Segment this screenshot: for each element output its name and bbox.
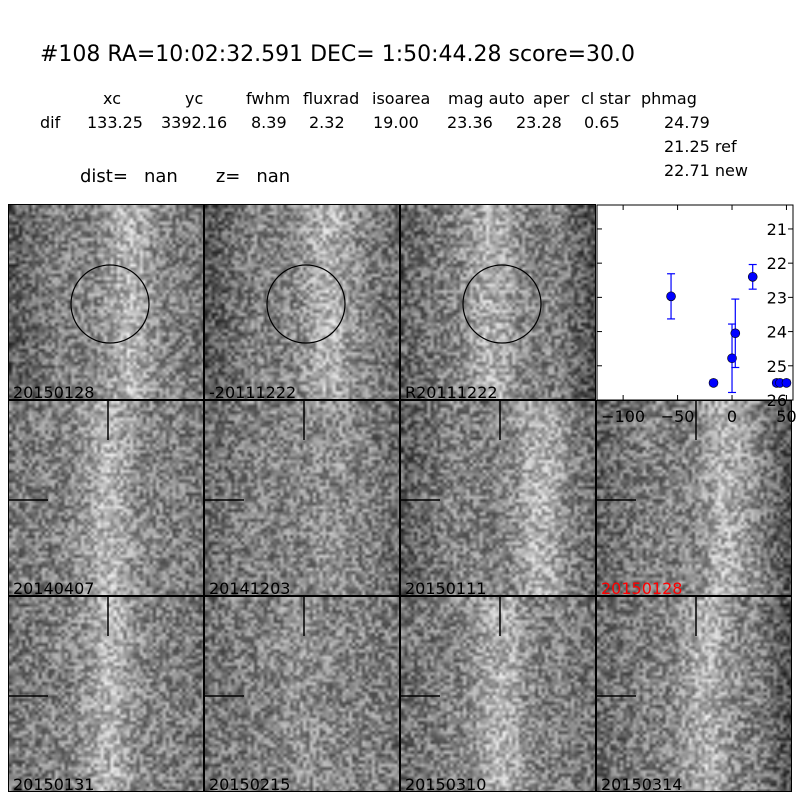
candidate-title: #108 RA=10:02:32.591 DEC= 1:50:44.28 sco… xyxy=(40,42,635,67)
stamp-date-label: 20141203 xyxy=(209,579,290,596)
val-yc: 3392.16 xyxy=(161,113,227,132)
image-stamp: 20141203 xyxy=(204,400,400,596)
val-xc: 133.25 xyxy=(87,113,143,132)
col-isoarea: isoarea xyxy=(372,89,430,108)
val-cl-star: 0.65 xyxy=(584,113,620,132)
image-stamp: 20150310 xyxy=(400,596,596,792)
col-aper: aper xyxy=(533,89,569,108)
aperture-circle xyxy=(463,265,541,343)
stamp-date-label: -20111222 xyxy=(209,383,296,400)
val-mag-auto: 23.36 xyxy=(447,113,493,132)
data-point xyxy=(731,329,740,338)
plot-frame xyxy=(597,205,793,400)
val-phmag: 24.79 xyxy=(664,113,710,132)
col-cl-star: cl star xyxy=(581,89,630,108)
col-fluxrad: fluxrad xyxy=(303,89,359,108)
row-label: dif xyxy=(40,113,60,132)
data-point xyxy=(748,272,757,281)
y-tick-label: 24 xyxy=(767,323,787,342)
image-stamp: 20150131 xyxy=(8,596,204,792)
data-point xyxy=(782,378,791,387)
stamp-date-label: 20150310 xyxy=(405,775,486,792)
stamp-date-label: 20140407 xyxy=(13,579,94,596)
aperture-circle xyxy=(267,265,345,343)
col-xc: xc xyxy=(103,89,121,108)
y-tick-label: 21 xyxy=(767,220,787,239)
image-stamp: R20111222 xyxy=(400,204,596,400)
stamp-date-label: 20150111 xyxy=(405,579,486,596)
image-stamp: -20111222 xyxy=(204,204,400,400)
y-tick-label: 22 xyxy=(767,254,787,273)
stamp-date-label: 20150314 xyxy=(601,775,682,792)
image-stamp: 20150215 xyxy=(204,596,400,792)
phmag-ref: 21.25 ref xyxy=(664,137,737,156)
x-tick-label: 0 xyxy=(727,407,737,424)
col-phmag: phmag xyxy=(641,89,697,108)
y-tick-label: 25 xyxy=(767,357,787,376)
image-stamp: 20150128 xyxy=(596,400,792,596)
stamp-date-label: R20111222 xyxy=(405,383,498,400)
dist-z-line: dist= nan z= nan xyxy=(80,166,290,187)
val-aper: 23.28 xyxy=(516,113,562,132)
y-tick-label: 26 xyxy=(767,391,787,410)
phmag-new: 22.71 new xyxy=(664,161,748,180)
image-stamp: 20150128 xyxy=(8,204,204,400)
data-point xyxy=(709,378,718,387)
aperture-circle xyxy=(71,265,149,343)
col-mag-auto: mag auto xyxy=(448,89,525,108)
stamp-date-label: 20150131 xyxy=(13,775,94,792)
stamp-date-label: 20150215 xyxy=(209,775,290,792)
lightcurve-plot: −100 −50 0 50212223242526 xyxy=(596,204,796,424)
image-stamp: 20150111 xyxy=(400,400,596,596)
val-fwhm: 8.39 xyxy=(251,113,287,132)
col-fwhm: fwhm xyxy=(246,89,290,108)
val-fluxrad: 2.32 xyxy=(309,113,345,132)
stamp-date-label: 20150128 xyxy=(13,383,94,400)
x-tick-label: −50 xyxy=(661,407,695,424)
image-stamp: 20150314 xyxy=(596,596,792,792)
z-label: z= xyxy=(216,166,241,187)
dist-label: dist= xyxy=(80,166,128,187)
dist-value: nan xyxy=(144,166,178,187)
y-tick-label: 23 xyxy=(767,288,787,307)
stamp-date-label: 20150128 xyxy=(601,579,682,596)
image-stamp: 20140407 xyxy=(8,400,204,596)
x-tick-label: −100 xyxy=(601,407,645,424)
val-isoarea: 19.00 xyxy=(373,113,419,132)
col-yc: yc xyxy=(185,89,203,108)
data-point xyxy=(667,292,676,301)
z-value: nan xyxy=(256,166,290,187)
